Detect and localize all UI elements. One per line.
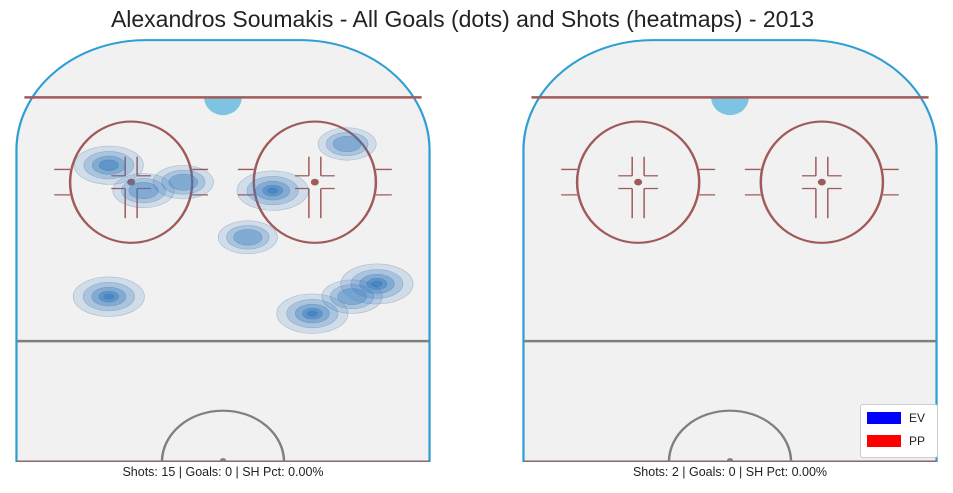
center-dot-right (727, 458, 733, 462)
goal-crease-left (204, 97, 242, 116)
shot-density-left-4-level-4 (267, 187, 278, 194)
faceoff-circle-left-r (252, 120, 378, 244)
center-circle-right (667, 409, 793, 462)
faceoff-dot-left-l (127, 178, 136, 186)
shot-heatmap-left (72, 127, 414, 334)
legend-swatch-pp (867, 435, 901, 447)
ice-surface-right (522, 39, 938, 462)
legend: EV PP (860, 404, 938, 458)
shot-density-left-5-level-1 (226, 225, 270, 250)
shot-density-left-5-level-0 (217, 220, 278, 255)
faceoff-dot-right-l (634, 178, 643, 186)
shot-density-left-6-level-1 (325, 132, 369, 156)
caption-right: Shots: 2 | Goals: 0 | SH Pct: 0.00% (632, 465, 828, 479)
rink-surface-right (522, 39, 938, 462)
shot-density-left-6-level-2 (332, 135, 362, 153)
shot-density-left-9-level-2 (337, 288, 367, 305)
shot-density-left-2-level-0 (152, 165, 214, 200)
faceoff-circle-left-l (68, 120, 194, 244)
shot-density-left-6-level-0 (317, 127, 377, 161)
shot-density-left-1-level-2 (128, 182, 159, 200)
ice-surface-left (15, 39, 431, 462)
rink-right (522, 39, 938, 462)
legend-label-pp: PP (909, 434, 926, 448)
goal-crease-right (711, 97, 749, 116)
shot-density-left-5-level-2 (233, 229, 263, 246)
shot-density-left-2-level-2 (168, 173, 199, 191)
center-dot-left (220, 458, 226, 462)
faceoff-circle-right-l (575, 120, 701, 244)
rink-left (15, 39, 431, 462)
faceoff-circle-right-r (759, 120, 885, 244)
faceoff-dot-right-r (817, 178, 826, 186)
faceoff-dot-left-r (310, 178, 319, 186)
legend-label-ev: EV (909, 411, 926, 425)
shot-density-left-7-level-4 (371, 280, 383, 287)
shot-density-left-9-level-1 (330, 284, 375, 309)
legend-swatch-ev (867, 412, 901, 424)
center-circle-left (160, 409, 286, 462)
shot-density-left-9-level-0 (321, 279, 383, 314)
legend-item-pp: PP (867, 434, 925, 448)
shot-density-left-1-level-1 (121, 178, 166, 204)
shot-density-left-2-level-1 (161, 169, 206, 195)
caption-left: Shots: 15 | Goals: 0 | SH Pct: 0.00% (122, 465, 324, 479)
shot-density-left-8-level-4 (307, 310, 318, 317)
shot-density-left-1-level-0 (112, 173, 175, 208)
chart-title: Alexandros Soumakis - All Goals (dots) a… (110, 6, 815, 32)
shot-density-left-3-level-4 (103, 293, 115, 300)
shot-density-left-0-level-3 (98, 159, 119, 171)
legend-item-ev: EV (867, 411, 925, 425)
rink-surface-left (15, 39, 431, 462)
